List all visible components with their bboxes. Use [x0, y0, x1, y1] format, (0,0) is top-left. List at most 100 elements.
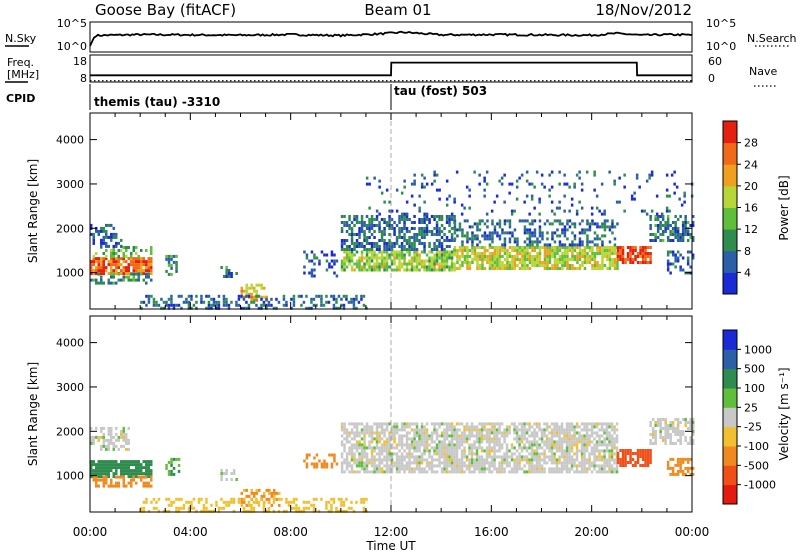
scatter-cell [588, 467, 591, 471]
scatter-cell [345, 294, 348, 298]
scatter-cell [561, 267, 564, 270]
colorbar-tick-label: 20 [744, 180, 758, 193]
scatter-cell [105, 447, 108, 451]
scatter-cell [425, 233, 429, 236]
scatter-cell [438, 256, 441, 260]
scatter-cell [676, 256, 680, 260]
scatter-cell [257, 503, 261, 507]
scatter-cell [120, 472, 123, 476]
scatter-cell [370, 250, 374, 254]
scatter-cell [518, 258, 522, 261]
nave-label: Nave [749, 65, 777, 78]
scatter-cell [568, 446, 571, 450]
scatter-cell [227, 269, 231, 272]
scatter-cell [600, 425, 604, 429]
scatter-cell [518, 267, 522, 270]
scatter-cell [425, 440, 429, 444]
scatter-cell [90, 463, 93, 467]
scatter-cell [390, 443, 394, 447]
scatter-cell [593, 237, 597, 241]
scatter-cell [455, 434, 459, 438]
scatter-cell [147, 469, 150, 473]
scatter-cell [465, 458, 469, 462]
scatter-cell [475, 446, 479, 450]
scatter-cell [563, 228, 567, 232]
scatter-cell [240, 289, 243, 293]
scatter-cell [593, 422, 596, 426]
scatter-cell [430, 458, 434, 462]
scatter-cell [468, 461, 471, 465]
scatter-cell [656, 224, 660, 227]
scatter-cell [675, 185, 679, 189]
scatter-cell [423, 215, 426, 218]
scatter-cell [630, 197, 634, 201]
scatter-cell [100, 444, 103, 448]
scatter-cell [583, 470, 586, 474]
scatter-cell [100, 278, 103, 282]
scatter-cell [573, 461, 576, 465]
scatter-cell [679, 253, 682, 257]
scatter-cell [207, 509, 211, 513]
scatter-cell [506, 252, 509, 255]
scatter-cell [666, 236, 670, 239]
scatter-cell [190, 503, 193, 507]
scatter-cell [570, 437, 574, 441]
scatter-cell [117, 463, 120, 467]
scatter-cell [420, 230, 424, 233]
scatter-cell [418, 461, 421, 465]
scatter-cell [418, 440, 421, 444]
scatter-cell [468, 237, 472, 241]
scatter-cell [375, 218, 379, 221]
scatter-cell [105, 466, 108, 470]
scatter-cell [295, 509, 298, 513]
scatter-cell [378, 239, 381, 242]
scatter-cell [525, 449, 529, 453]
scatter-cell [593, 231, 597, 235]
scatter-cell [585, 470, 589, 474]
scatter-cell [443, 437, 446, 441]
scatter-cell [398, 434, 401, 438]
scatter-cell [523, 443, 526, 447]
scatter-cell [528, 222, 532, 226]
scatter-cell [533, 449, 536, 453]
scatter-cell [493, 446, 496, 450]
scatter-cell [503, 467, 506, 471]
scatter-cell [303, 271, 306, 275]
scatter-cell [448, 250, 451, 254]
scatter-cell [578, 425, 581, 429]
scatter-cell [400, 265, 404, 269]
scatter-cell [598, 434, 601, 438]
scatter-cell [117, 260, 120, 264]
freq-tick-bottom: 8 [80, 72, 87, 85]
scatter-cell [230, 497, 233, 501]
scatter-cell [480, 458, 484, 462]
scatter-cell [345, 250, 349, 254]
scatter-cell [548, 173, 551, 177]
scatter-cell [445, 221, 449, 224]
scatter-cell [107, 281, 110, 285]
scatter-cell [385, 422, 389, 426]
scatter-cell [433, 215, 436, 218]
scatter-cell [363, 239, 366, 242]
scatter-cell [390, 242, 394, 245]
scatter-cell [162, 509, 166, 513]
scatter-cell [443, 239, 446, 242]
scatter-cell [676, 469, 680, 473]
scatter-cell [363, 256, 366, 260]
scatter-cell [172, 472, 176, 476]
scatter-cell [543, 422, 546, 426]
scatter-cell [560, 452, 564, 456]
scatter-cell [448, 239, 451, 242]
scatter-cell [669, 421, 672, 424]
scatter-cell [453, 267, 457, 270]
scatter-cell [368, 242, 371, 245]
scatter-cell [325, 462, 329, 466]
scatter-cell [177, 294, 181, 298]
scatter-cell [498, 261, 502, 264]
scatter-cell [505, 446, 509, 450]
scatter-cell [428, 250, 431, 254]
nave-tick-bottom: 0 [708, 72, 715, 85]
scatter-cell [363, 449, 366, 453]
scatter-cell [363, 437, 366, 441]
scatter-cell [528, 252, 532, 255]
